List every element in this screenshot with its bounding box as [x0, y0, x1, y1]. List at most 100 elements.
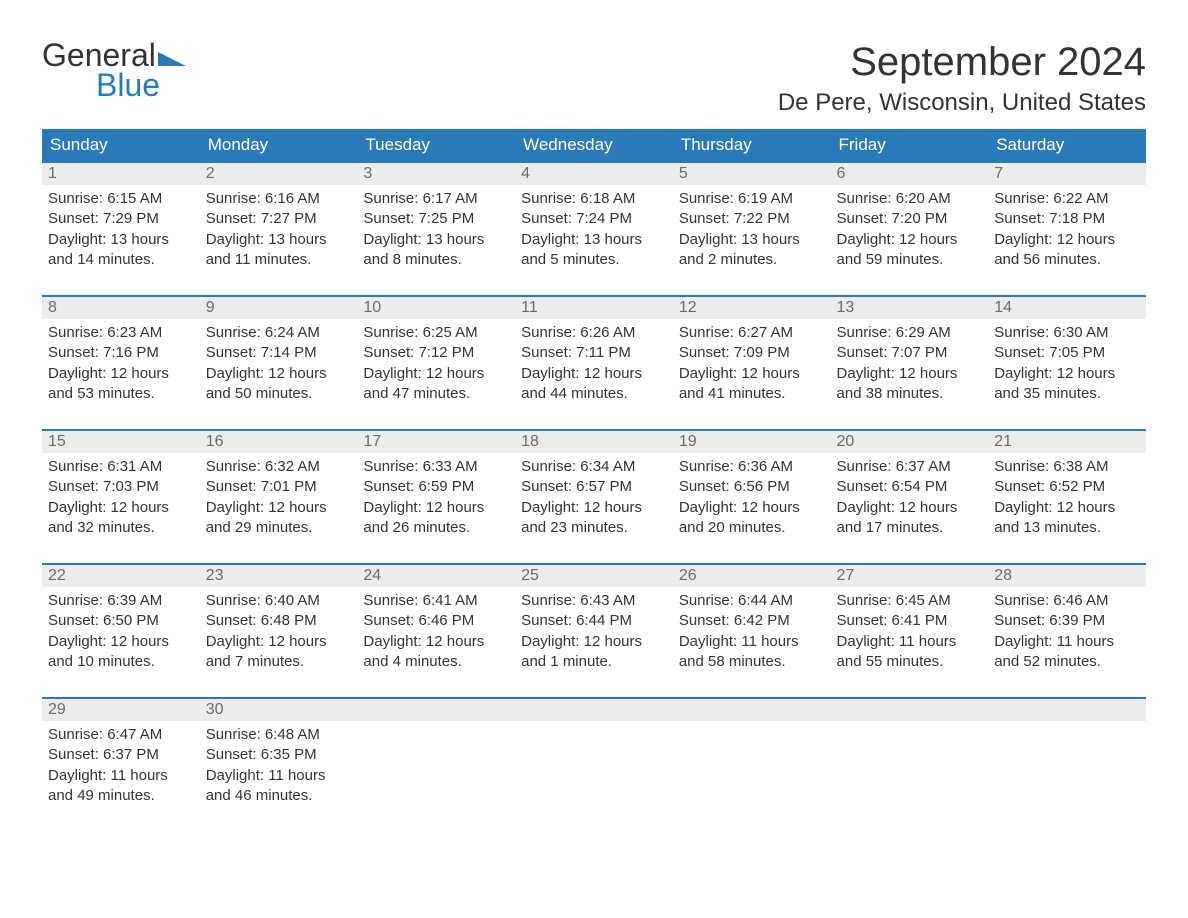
- day-number: 24: [357, 563, 515, 587]
- calendar-cell: [673, 697, 831, 831]
- day-data: Sunrise: 6:46 AMSunset: 6:39 PMDaylight:…: [988, 587, 1146, 672]
- daylight-line1: Daylight: 13 hours: [363, 230, 509, 250]
- sunset-text: Sunset: 7:03 PM: [48, 477, 194, 497]
- daylight-line1: Daylight: 12 hours: [48, 364, 194, 384]
- calendar-cell: 21Sunrise: 6:38 AMSunset: 6:52 PMDayligh…: [988, 429, 1146, 563]
- daylight-line2: and 23 minutes.: [521, 518, 667, 538]
- sunrise-text: Sunrise: 6:15 AM: [48, 189, 194, 209]
- daylight-line1: Daylight: 13 hours: [206, 230, 352, 250]
- daylight-line1: Daylight: 12 hours: [363, 364, 509, 384]
- day-number: 23: [200, 563, 358, 587]
- daylight-line1: Daylight: 13 hours: [679, 230, 825, 250]
- daylight-line2: and 26 minutes.: [363, 518, 509, 538]
- sunrise-text: Sunrise: 6:24 AM: [206, 323, 352, 343]
- sunset-text: Sunset: 6:54 PM: [837, 477, 983, 497]
- day-number: 14: [988, 295, 1146, 319]
- sunrise-text: Sunrise: 6:19 AM: [679, 189, 825, 209]
- day-data: Sunrise: 6:22 AMSunset: 7:18 PMDaylight:…: [988, 185, 1146, 270]
- calendar-cell: 30Sunrise: 6:48 AMSunset: 6:35 PMDayligh…: [200, 697, 358, 831]
- daylight-line2: and 14 minutes.: [48, 250, 194, 270]
- col-friday: Friday: [831, 129, 989, 161]
- daylight-line2: and 52 minutes.: [994, 652, 1140, 672]
- daylight-line1: Daylight: 12 hours: [994, 230, 1140, 250]
- daylight-line1: Daylight: 11 hours: [206, 766, 352, 786]
- sunrise-text: Sunrise: 6:17 AM: [363, 189, 509, 209]
- calendar-cell: [831, 697, 989, 831]
- day-data: Sunrise: 6:40 AMSunset: 6:48 PMDaylight:…: [200, 587, 358, 672]
- sunset-text: Sunset: 6:59 PM: [363, 477, 509, 497]
- calendar-cell: 12Sunrise: 6:27 AMSunset: 7:09 PMDayligh…: [673, 295, 831, 429]
- daylight-line2: and 53 minutes.: [48, 384, 194, 404]
- daylight-line2: and 2 minutes.: [679, 250, 825, 270]
- day-number: 17: [357, 429, 515, 453]
- day-number: 22: [42, 563, 200, 587]
- day-number: 6: [831, 161, 989, 185]
- daylight-line2: and 35 minutes.: [994, 384, 1140, 404]
- day-number-empty: [515, 697, 673, 721]
- day-data: Sunrise: 6:26 AMSunset: 7:11 PMDaylight:…: [515, 319, 673, 404]
- daylight-line2: and 17 minutes.: [837, 518, 983, 538]
- day-data: Sunrise: 6:30 AMSunset: 7:05 PMDaylight:…: [988, 319, 1146, 404]
- sunset-text: Sunset: 7:27 PM: [206, 209, 352, 229]
- sunrise-text: Sunrise: 6:48 AM: [206, 725, 352, 745]
- day-number: 1: [42, 161, 200, 185]
- calendar-cell: 8Sunrise: 6:23 AMSunset: 7:16 PMDaylight…: [42, 295, 200, 429]
- daylight-line2: and 29 minutes.: [206, 518, 352, 538]
- calendar-cell: [988, 697, 1146, 831]
- daylight-line1: Daylight: 11 hours: [679, 632, 825, 652]
- sunset-text: Sunset: 6:42 PM: [679, 611, 825, 631]
- daylight-line1: Daylight: 12 hours: [363, 498, 509, 518]
- daylight-line1: Daylight: 12 hours: [994, 364, 1140, 384]
- day-number: 9: [200, 295, 358, 319]
- calendar-cell: 6Sunrise: 6:20 AMSunset: 7:20 PMDaylight…: [831, 161, 989, 295]
- sunrise-text: Sunrise: 6:38 AM: [994, 457, 1140, 477]
- daylight-line2: and 7 minutes.: [206, 652, 352, 672]
- day-number: 27: [831, 563, 989, 587]
- sunrise-text: Sunrise: 6:26 AM: [521, 323, 667, 343]
- daylight-line1: Daylight: 11 hours: [994, 632, 1140, 652]
- daylight-line2: and 32 minutes.: [48, 518, 194, 538]
- sunrise-text: Sunrise: 6:44 AM: [679, 591, 825, 611]
- day-number: 10: [357, 295, 515, 319]
- col-wednesday: Wednesday: [515, 129, 673, 161]
- sunset-text: Sunset: 7:09 PM: [679, 343, 825, 363]
- day-data: Sunrise: 6:20 AMSunset: 7:20 PMDaylight:…: [831, 185, 989, 270]
- daylight-line2: and 44 minutes.: [521, 384, 667, 404]
- day-number: 13: [831, 295, 989, 319]
- sunset-text: Sunset: 6:37 PM: [48, 745, 194, 765]
- day-number-empty: [988, 697, 1146, 721]
- day-number: 21: [988, 429, 1146, 453]
- daylight-line1: Daylight: 11 hours: [48, 766, 194, 786]
- daylight-line1: Daylight: 12 hours: [837, 498, 983, 518]
- sunrise-text: Sunrise: 6:22 AM: [994, 189, 1140, 209]
- day-data: Sunrise: 6:48 AMSunset: 6:35 PMDaylight:…: [200, 721, 358, 806]
- day-data: Sunrise: 6:47 AMSunset: 6:37 PMDaylight:…: [42, 721, 200, 806]
- sunset-text: Sunset: 6:35 PM: [206, 745, 352, 765]
- calendar-cell: 28Sunrise: 6:46 AMSunset: 6:39 PMDayligh…: [988, 563, 1146, 697]
- calendar-cell: 16Sunrise: 6:32 AMSunset: 7:01 PMDayligh…: [200, 429, 358, 563]
- daylight-line1: Daylight: 13 hours: [48, 230, 194, 250]
- sunrise-text: Sunrise: 6:27 AM: [679, 323, 825, 343]
- daylight-line2: and 56 minutes.: [994, 250, 1140, 270]
- day-number: 18: [515, 429, 673, 453]
- sunrise-text: Sunrise: 6:20 AM: [837, 189, 983, 209]
- day-data: Sunrise: 6:23 AMSunset: 7:16 PMDaylight:…: [42, 319, 200, 404]
- sunset-text: Sunset: 6:39 PM: [994, 611, 1140, 631]
- daylight-line1: Daylight: 11 hours: [837, 632, 983, 652]
- daylight-line1: Daylight: 12 hours: [994, 498, 1140, 518]
- day-number: 19: [673, 429, 831, 453]
- sunset-text: Sunset: 7:22 PM: [679, 209, 825, 229]
- daylight-line2: and 20 minutes.: [679, 518, 825, 538]
- daylight-line1: Daylight: 12 hours: [206, 498, 352, 518]
- sunset-text: Sunset: 6:57 PM: [521, 477, 667, 497]
- day-data: Sunrise: 6:33 AMSunset: 6:59 PMDaylight:…: [357, 453, 515, 538]
- day-data: Sunrise: 6:44 AMSunset: 6:42 PMDaylight:…: [673, 587, 831, 672]
- day-number: 4: [515, 161, 673, 185]
- daylight-line1: Daylight: 12 hours: [679, 364, 825, 384]
- col-sunday: Sunday: [42, 129, 200, 161]
- daylight-line1: Daylight: 12 hours: [206, 632, 352, 652]
- calendar-row: 29Sunrise: 6:47 AMSunset: 6:37 PMDayligh…: [42, 697, 1146, 831]
- sunrise-text: Sunrise: 6:39 AM: [48, 591, 194, 611]
- daylight-line1: Daylight: 12 hours: [837, 230, 983, 250]
- day-number: 16: [200, 429, 358, 453]
